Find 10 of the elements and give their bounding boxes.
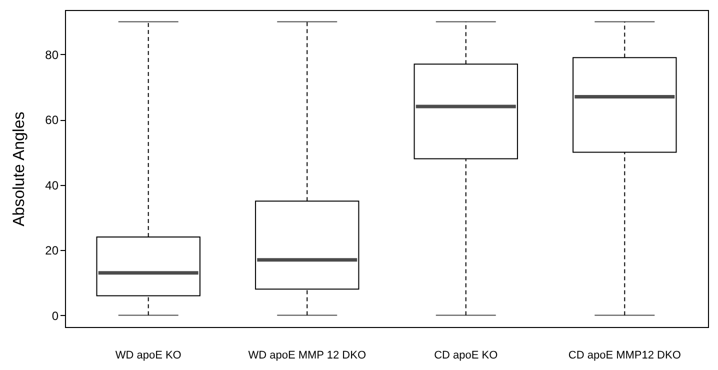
x-tick-label: CD apoE KO (434, 350, 498, 362)
y-tick-label: 40 (45, 178, 59, 192)
y-axis-title: Absolute Angles (11, 112, 28, 226)
y-tick-label: 60 (45, 113, 59, 128)
y-tick-label: 0 (52, 308, 59, 323)
x-tick-label: CD apoE MMP12 DKO (568, 350, 682, 362)
y-tick-label: 80 (45, 48, 59, 62)
x-tick-label: WD apoE KO (115, 350, 182, 362)
x-tick-label: WD apoE MMP 12 DKO (248, 350, 366, 362)
y-tick-label: 20 (45, 244, 59, 258)
